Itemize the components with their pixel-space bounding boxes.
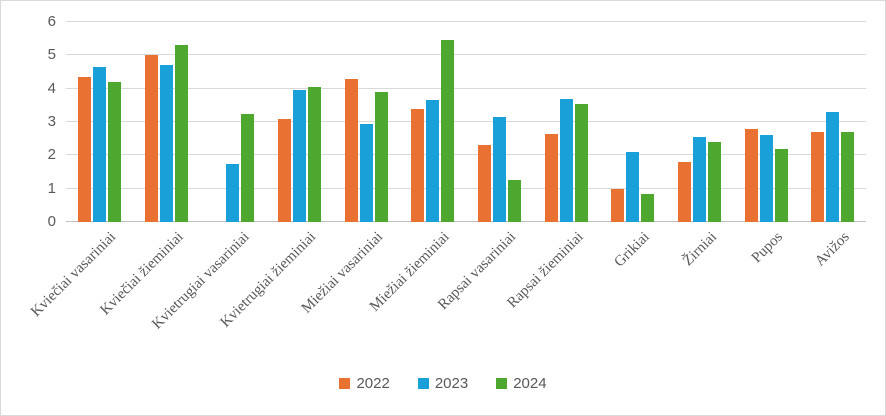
bar-2024 <box>841 132 855 222</box>
legend-swatch-icon <box>339 378 351 389</box>
bar-2024 <box>441 40 455 222</box>
bar-2023 <box>492 117 506 222</box>
y-tick-label: 4 <box>47 79 56 97</box>
y-tick-label: 1 <box>47 179 56 197</box>
bar-2022 <box>744 128 758 222</box>
bar-2023 <box>692 137 706 222</box>
bar-2024 <box>641 193 655 222</box>
gridline <box>66 87 866 89</box>
plot-area <box>66 21 866 222</box>
bar-2023 <box>826 112 840 222</box>
legend-label: 2022 <box>356 375 390 392</box>
legend-swatch-icon <box>496 378 508 389</box>
bar-2024 <box>774 148 788 222</box>
gridline <box>66 187 866 189</box>
bar-2024 <box>507 180 521 222</box>
x-category-label: Grikiai <box>611 229 653 271</box>
bar-2022 <box>277 118 291 222</box>
x-axis-line <box>66 221 866 222</box>
bar-2023 <box>92 67 106 222</box>
bar-2022 <box>544 133 558 222</box>
bar-2022 <box>811 132 825 222</box>
bar-2022 <box>477 145 491 222</box>
x-category-label: Pupos <box>749 229 787 267</box>
bar-2024 <box>707 142 721 222</box>
legend-label: 2023 <box>434 375 469 392</box>
y-tick-label: 2 <box>47 146 56 164</box>
y-tick-label: 5 <box>47 46 56 64</box>
bar-2024 <box>107 82 121 222</box>
legend-label: 2024 <box>513 375 547 392</box>
bar-2022 <box>677 162 691 222</box>
bar-2022 <box>611 188 625 222</box>
bar-2024 <box>174 45 188 222</box>
bar-2023 <box>426 100 440 222</box>
bar-2023 <box>226 163 240 222</box>
legend-item-2024: 2024 <box>496 375 547 392</box>
bar-2024 <box>307 87 321 222</box>
x-category-label: Avižos <box>812 229 853 270</box>
legend-item-2022: 2022 <box>339 375 390 392</box>
bar-2022 <box>77 77 91 222</box>
y-tick-label: 6 <box>47 13 56 30</box>
bar-2022 <box>411 108 425 222</box>
bar-2023 <box>759 135 773 222</box>
bar-2022 <box>344 78 358 222</box>
bar-2023 <box>359 123 373 222</box>
bar-2024 <box>241 113 255 222</box>
bar-2023 <box>559 98 573 222</box>
legend-swatch-icon <box>417 378 429 389</box>
y-tick-label: 3 <box>47 113 56 130</box>
gridline <box>66 154 866 156</box>
bar-2024 <box>374 92 388 222</box>
bar-2022 <box>144 55 158 222</box>
legend-item-2023: 2023 <box>417 375 469 392</box>
y-tick-label: 0 <box>47 213 56 230</box>
gridline <box>66 54 866 56</box>
bar-2024 <box>574 103 588 222</box>
gridline <box>66 21 866 22</box>
bar-2023 <box>626 152 640 222</box>
gridline <box>66 121 866 122</box>
legend: 2022 2023 2024 <box>1 375 885 392</box>
bar-2023 <box>159 65 173 222</box>
x-category-label: Žirniai <box>679 229 720 270</box>
bar-2023 <box>292 90 306 222</box>
